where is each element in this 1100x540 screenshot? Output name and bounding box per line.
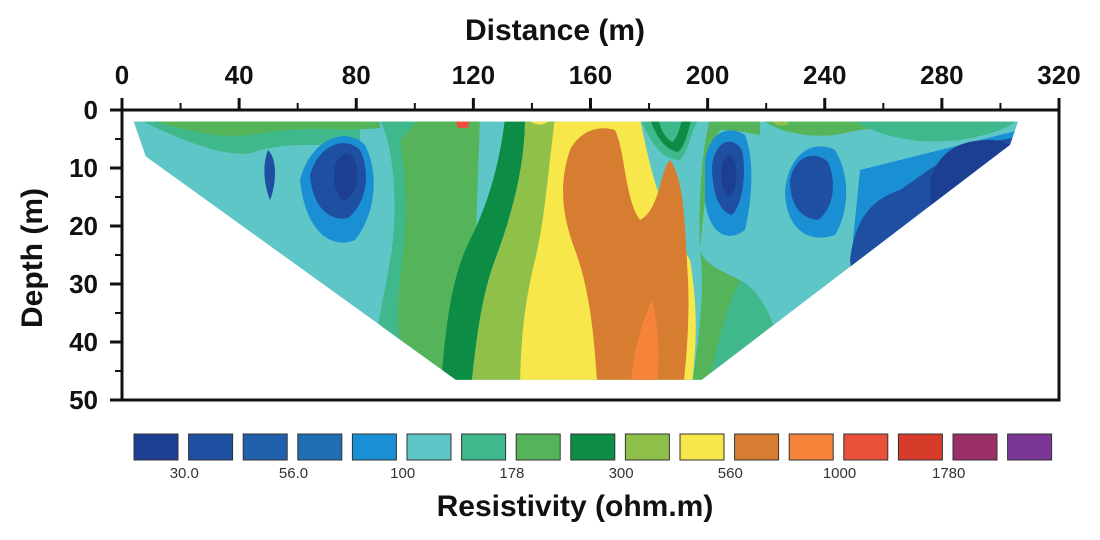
x-tick-label: 320 <box>1037 60 1080 90</box>
colorbar-tick-label: 1780 <box>932 465 965 482</box>
x-tick-label: 280 <box>920 60 963 90</box>
colorbar-tick-label: 56.0 <box>279 465 308 482</box>
y-tick-label: 50 <box>69 385 98 415</box>
zone-bright-orange-spot <box>630 300 659 380</box>
zone-left-surface-green <box>150 121 380 136</box>
y-tick-label: 30 <box>69 269 98 299</box>
zone-right-surface-yellow <box>770 121 790 126</box>
y-axis-title: Depth (m) <box>16 188 49 328</box>
x-tick-label: 40 <box>225 60 254 90</box>
colorbar-swatch <box>461 433 507 461</box>
y-tick-label: 40 <box>69 327 98 357</box>
x-tick-label: 160 <box>569 60 612 90</box>
colorbar-tick-label: 560 <box>718 465 743 482</box>
colorbar-swatch <box>679 433 725 461</box>
x-axis-ticks: 0 40 80 120 160 200 240 280 320 <box>115 60 1081 110</box>
colorbar-swatch <box>897 433 943 461</box>
zone-light-green-band <box>470 121 560 380</box>
x-tick-label: 120 <box>452 60 495 90</box>
zone-center-surface-yellow <box>528 121 550 125</box>
zone-right-dark-blue-2 <box>790 155 833 220</box>
colorbar-tick-label: 100 <box>390 465 415 482</box>
y-tick-label: 10 <box>69 153 98 183</box>
colorbar-swatch <box>297 433 343 461</box>
zone-dark-green-swirl <box>650 121 692 152</box>
colorbar-swatch <box>734 433 780 461</box>
colorbar-swatch <box>133 433 179 461</box>
zone-left-deep-blue <box>333 153 358 200</box>
y-axis-ticks: 0 10 20 30 40 50 <box>69 95 122 415</box>
colorbar-tick-label: 300 <box>609 465 634 482</box>
x-tick-label: 0 <box>115 60 129 90</box>
colorbar-swatch <box>624 433 670 461</box>
colorbar-swatch <box>188 433 234 461</box>
colorbar-title: Resistivity (ohm.m) <box>437 490 714 523</box>
zone-far-right-deep <box>930 140 1019 380</box>
colorbar: 30.0 56.0 100 178 300 560 1000 1780 <box>133 433 1053 482</box>
colorbar-swatch <box>1007 433 1053 461</box>
x-tick-label: 80 <box>342 60 371 90</box>
colorbar-swatch <box>515 433 561 461</box>
resistivity-section <box>133 121 1019 380</box>
x-tick-label: 200 <box>686 60 729 90</box>
y-tick-label: 0 <box>84 95 98 125</box>
zone-dark-green-band <box>440 121 525 380</box>
colorbar-swatch <box>788 433 834 461</box>
colorbar-swatch <box>351 433 397 461</box>
colorbar-swatch <box>242 433 288 461</box>
colorbar-tick-label: 1000 <box>823 465 856 482</box>
zone-right-deep-blue-1 <box>721 155 737 197</box>
colorbar-swatch <box>843 433 889 461</box>
y-tick-label: 20 <box>69 211 98 241</box>
colorbar-swatch <box>406 433 452 461</box>
colorbar-swatch <box>952 433 998 461</box>
colorbar-swatch <box>570 433 616 461</box>
zone-red-spot <box>455 121 470 128</box>
zone-right-surface-teal <box>850 121 1019 142</box>
colorbar-tick-label: 30.0 <box>170 465 199 482</box>
x-axis-title: Distance (m) <box>465 14 645 47</box>
x-tick-label: 240 <box>803 60 846 90</box>
colorbar-tick-label: 178 <box>499 465 524 482</box>
zone-left-dark-blue-small <box>264 150 275 200</box>
plot-frame <box>120 108 1061 402</box>
